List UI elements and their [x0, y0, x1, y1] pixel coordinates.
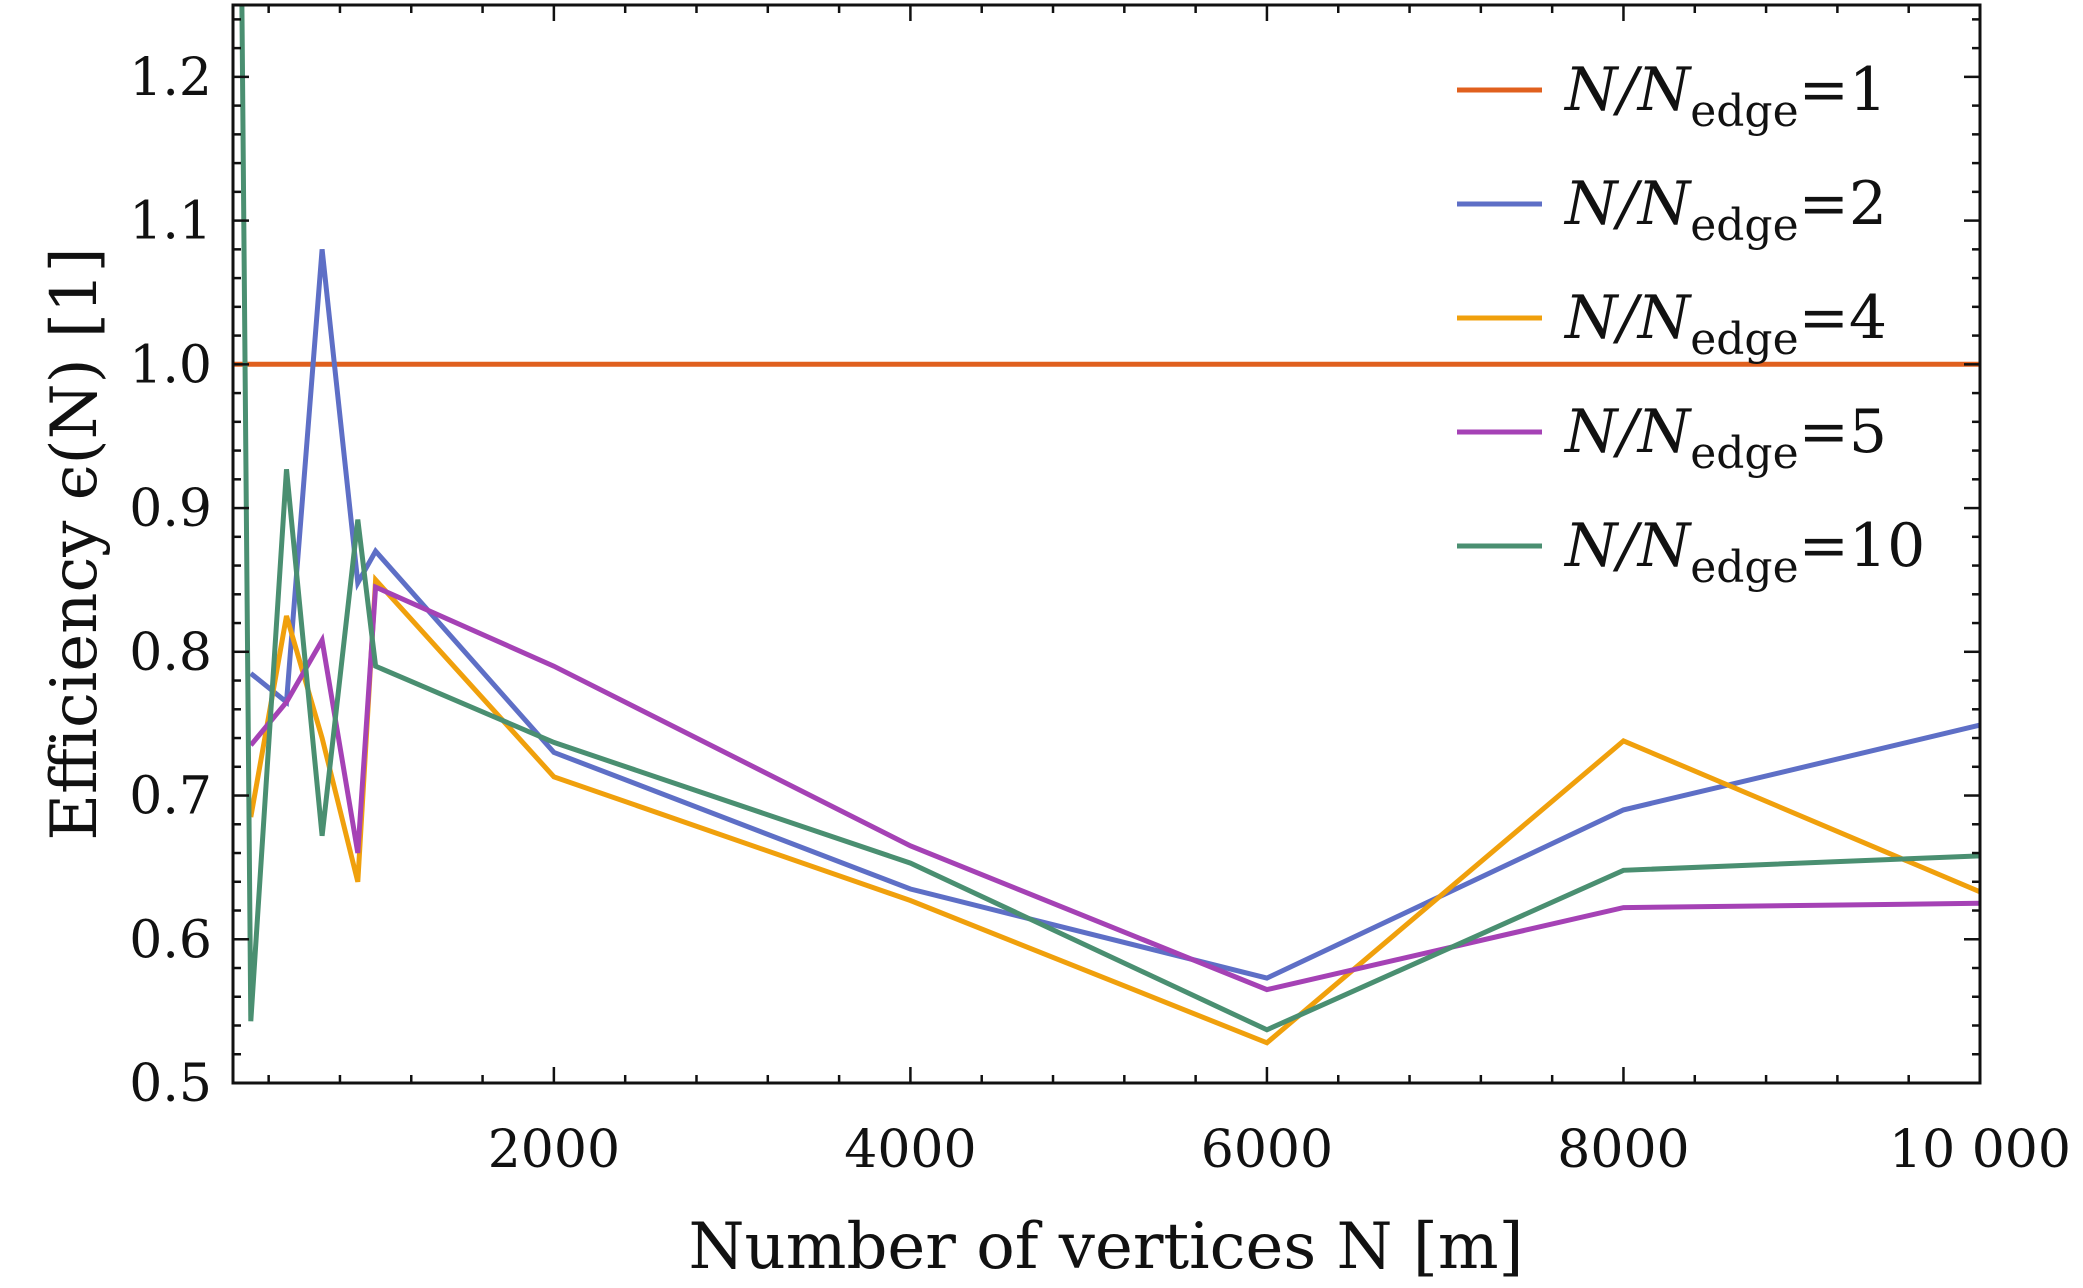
x-axis-title: Number of vertices N [m]: [689, 1210, 1524, 1284]
legend-entry-label: N/Nedge=4: [1563, 283, 1887, 365]
y-tick-label: 0.7: [129, 767, 212, 827]
y-tick-label: 1.2: [129, 48, 212, 108]
series-line-5: [239, 5, 1980, 1033]
plot-frame: [231, 3, 1982, 1085]
legend: N/Nedge=1 N/Nedge=2 N/Nedge=4 N/Nedge=5 N/Ne…: [1457, 55, 1925, 593]
series-lines: [233, 5, 1980, 1046]
x-tick-label: 4000: [844, 1120, 976, 1180]
x-tick-label: 8000: [1557, 1120, 1689, 1180]
legend-entry-label: N/Nedge=2: [1563, 169, 1887, 251]
legend-entry-label: N/Nedge=5: [1563, 397, 1887, 479]
legend-entry-label: N/Nedge=10: [1563, 511, 1925, 593]
legend-entry-label: N/Nedge=1: [1563, 55, 1887, 137]
y-tick-label: 0.8: [129, 623, 212, 683]
y-axis-title: Efficiency ϵ(N) [1]: [38, 247, 112, 840]
y-tick-label: 1.1: [129, 192, 212, 252]
y-tick-label: 1.0: [129, 335, 212, 395]
x-tick-label: 10 000: [1889, 1120, 2071, 1180]
x-tick-label: 2000: [488, 1120, 620, 1180]
y-tick-label: 0.6: [129, 910, 212, 970]
x-tick-label: 6000: [1201, 1120, 1333, 1180]
y-tick-label: 0.5: [129, 1054, 212, 1114]
axis-ticks: 2000 4000 6000 8000 10 000 0.5 0.6 0.7 0.8 0.9 1.0…: [129, 5, 2071, 1180]
y-tick-label: 0.9: [129, 479, 212, 539]
